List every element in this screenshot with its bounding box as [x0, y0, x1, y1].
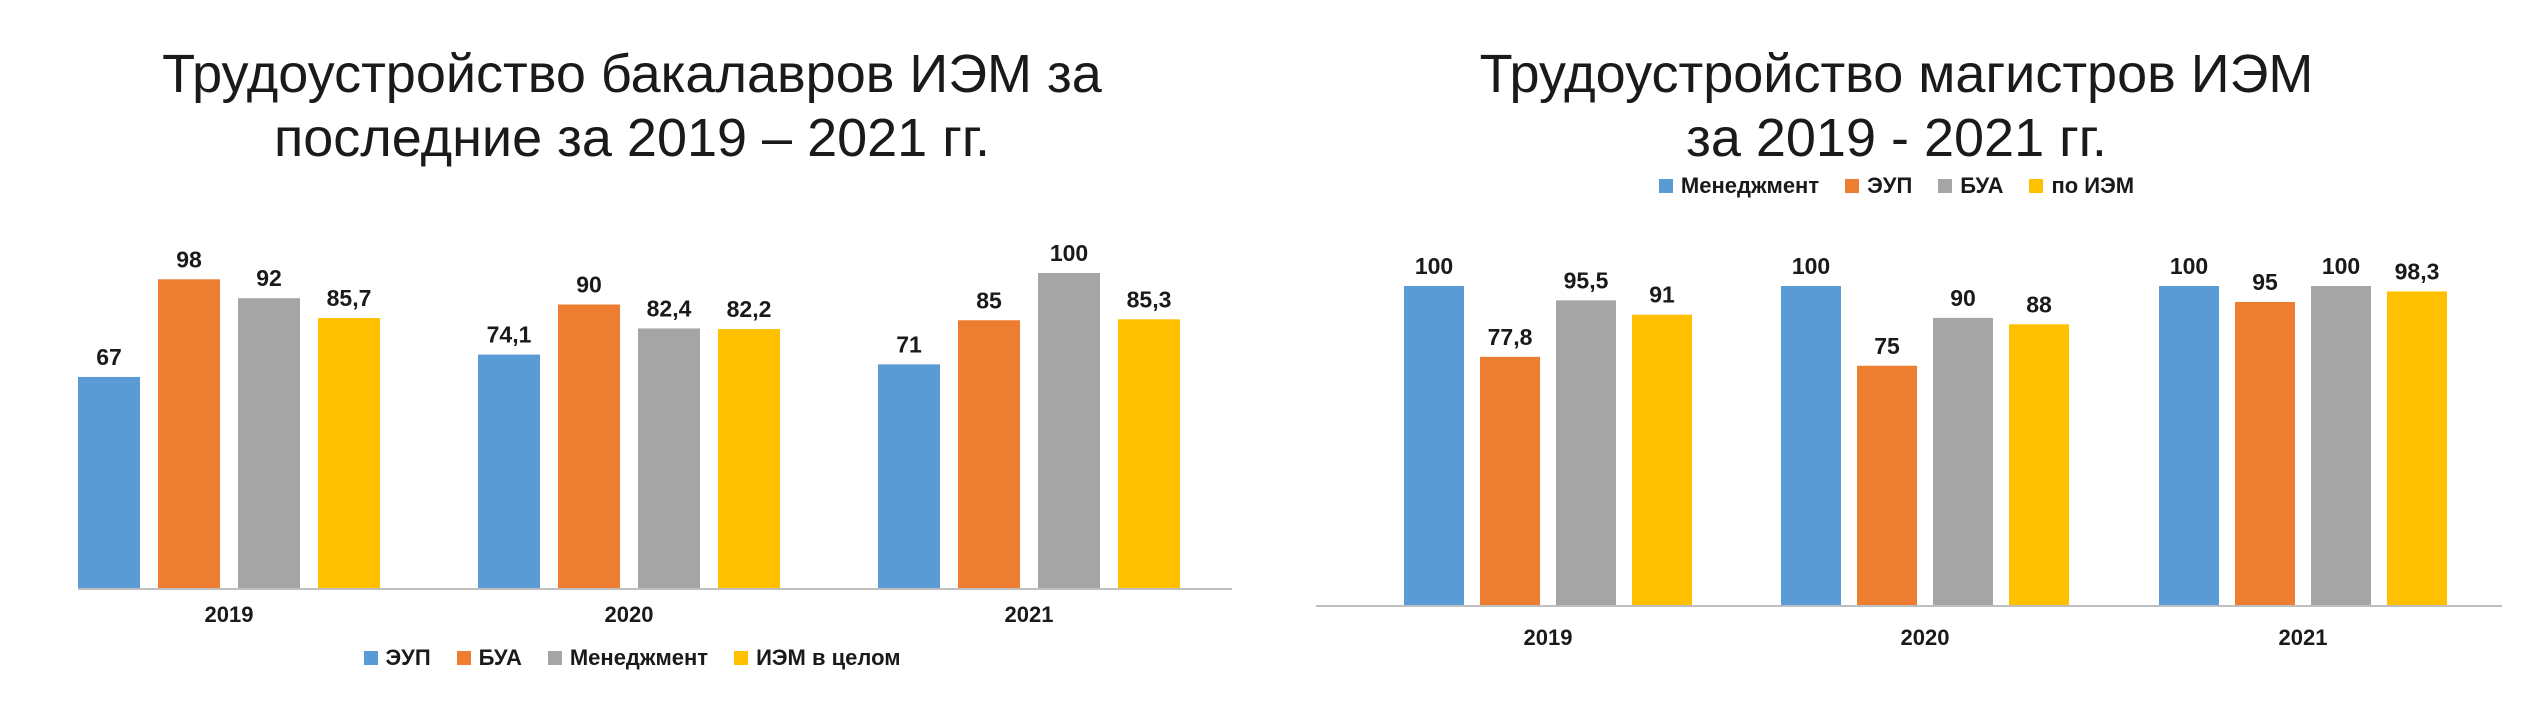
masters-bar-chart: 100 77,8 95,5 91 2019 100 75 90 88 2020 100 95 100 98…: [1316, 253, 2502, 650]
legend-swatch: [1938, 179, 1953, 193]
legend-item: БУА: [456, 645, 522, 671]
data-label: 100: [2322, 253, 2360, 279]
legend-label: ЭУП: [1867, 173, 1913, 198]
data-label: 77,8: [1488, 324, 1533, 350]
legend-item: БУА: [1938, 173, 2003, 199]
x-tick-label: 2019: [205, 602, 254, 627]
data-label: 67: [96, 344, 122, 370]
bachelors-bar-chart: 67 98 92 85,7 2019 74,1 90 82,4 82,2 2020 71 85 100 8…: [78, 240, 1232, 627]
x-tick-label: 2020: [605, 602, 654, 627]
bar-2019-series-0: [1404, 286, 1464, 605]
legend-label: БУА: [1960, 173, 2004, 198]
chart-title: Трудоустройство бакалавров ИЭМ за послед…: [0, 42, 1264, 170]
chart-title-line-1: Трудоустройство магистров ИЭМ: [1479, 44, 2314, 104]
bar-2021-series-2: [2311, 286, 2371, 605]
legend-swatch: [1845, 179, 1860, 193]
data-label: 82,4: [647, 295, 692, 321]
bar-2021-series-0: [878, 364, 940, 588]
data-label: 98: [176, 246, 202, 272]
bar-2019-series-2: [238, 298, 300, 588]
legend-item: ЭУП: [363, 645, 431, 671]
x-tick-label: 2021: [2279, 625, 2328, 650]
legend-label: ЭУП: [385, 645, 431, 670]
legend-swatch: [363, 651, 378, 665]
data-label: 85,3: [1127, 286, 1172, 312]
bar-2020-series-2: [1933, 317, 1993, 605]
data-label: 95: [2252, 269, 2278, 295]
legend-item: Менеджмент: [547, 645, 709, 671]
data-label: 75: [1874, 333, 1900, 359]
legend-label: ИЭМ в целом: [756, 645, 901, 670]
bar-2019-series-3: [1632, 314, 1692, 605]
data-label: 100: [2170, 253, 2208, 279]
data-label: 82,2: [727, 296, 772, 322]
bar-2019-series-3: [318, 318, 380, 588]
chart-title-line-2: за 2019 - 2021 гг.: [1686, 108, 2107, 168]
bar-2019-series-0: [78, 376, 140, 588]
bar-2020-series-1: [558, 304, 620, 588]
legend-item: ИЭМ в целом: [734, 645, 901, 671]
data-label: 85: [976, 287, 1002, 313]
bar-2019-series-2: [1556, 300, 1616, 605]
x-tick-label: 2020: [1901, 625, 1950, 650]
bar-2019-series-1: [1480, 356, 1540, 605]
bar-2020-series-0: [1781, 286, 1841, 605]
legend-swatch: [2029, 179, 2044, 193]
bar-2020-series-3: [2009, 324, 2069, 605]
legend-label: по ИЭМ: [2051, 173, 2135, 198]
legend-swatch: [456, 651, 471, 665]
bar-2021-series-2: [1038, 273, 1100, 588]
masters-chart-panel: Трудоустройство магистров ИЭМ за 2019 - …: [1264, 0, 2529, 701]
legend-swatch: [547, 651, 562, 665]
chart-legend: Менеджмент ЭУП БУА по ИЭМ: [1264, 173, 2529, 199]
chart-legend: ЭУП БУА Менеджмент ИЭМ в целом: [0, 645, 1264, 671]
data-label: 74,1: [487, 322, 532, 348]
bar-2021-series-3: [2387, 291, 2447, 605]
legend-item: ЭУП: [1845, 173, 1912, 199]
bar-2021-series-1: [2235, 301, 2295, 605]
data-label: 100: [1415, 253, 1453, 279]
legend-label: Менеджмент: [569, 645, 709, 670]
bar-2021-series-1: [958, 320, 1020, 588]
legend-item: Менеджмент: [1658, 173, 1820, 199]
chart-title: Трудоустройство магистров ИЭМ за 2019 - …: [1264, 42, 2529, 170]
data-label: 88: [2026, 291, 2052, 317]
data-label: 95,5: [1564, 267, 1609, 293]
bar-2020-series-0: [478, 354, 540, 588]
legend-item: по ИЭМ: [2029, 173, 2134, 199]
bar-2020-series-3: [718, 329, 780, 588]
data-label: 92: [256, 265, 282, 291]
data-label: 100: [1792, 253, 1830, 279]
data-label: 71: [896, 331, 922, 357]
bar-2021-series-0: [2159, 286, 2219, 605]
x-tick-label: 2021: [1005, 602, 1054, 627]
data-label: 91: [1649, 282, 1675, 308]
legend-label: Менеджмент: [1680, 173, 1820, 198]
chart-title-line-1: Трудоустройство бакалавров ИЭМ за: [162, 44, 1102, 104]
bar-2019-series-1: [158, 279, 220, 588]
bar-2021-series-3: [1118, 319, 1180, 588]
bar-2020-series-2: [638, 328, 700, 588]
chart-title-line-2: последние за 2019 – 2021 гг.: [273, 108, 991, 168]
data-label: 98,3: [2395, 258, 2440, 284]
x-tick-label: 2019: [1524, 625, 1573, 650]
data-label: 85,7: [327, 285, 372, 311]
data-label: 90: [576, 272, 602, 298]
bar-2020-series-1: [1857, 365, 1917, 605]
legend-swatch: [734, 651, 749, 665]
legend-label: БУА: [478, 645, 522, 670]
legend-swatch: [1658, 179, 1673, 193]
data-label: 100: [1050, 240, 1088, 266]
bachelors-chart-panel: Трудоустройство бакалавров ИЭМ за послед…: [0, 0, 1264, 701]
data-label: 90: [1950, 285, 1976, 311]
